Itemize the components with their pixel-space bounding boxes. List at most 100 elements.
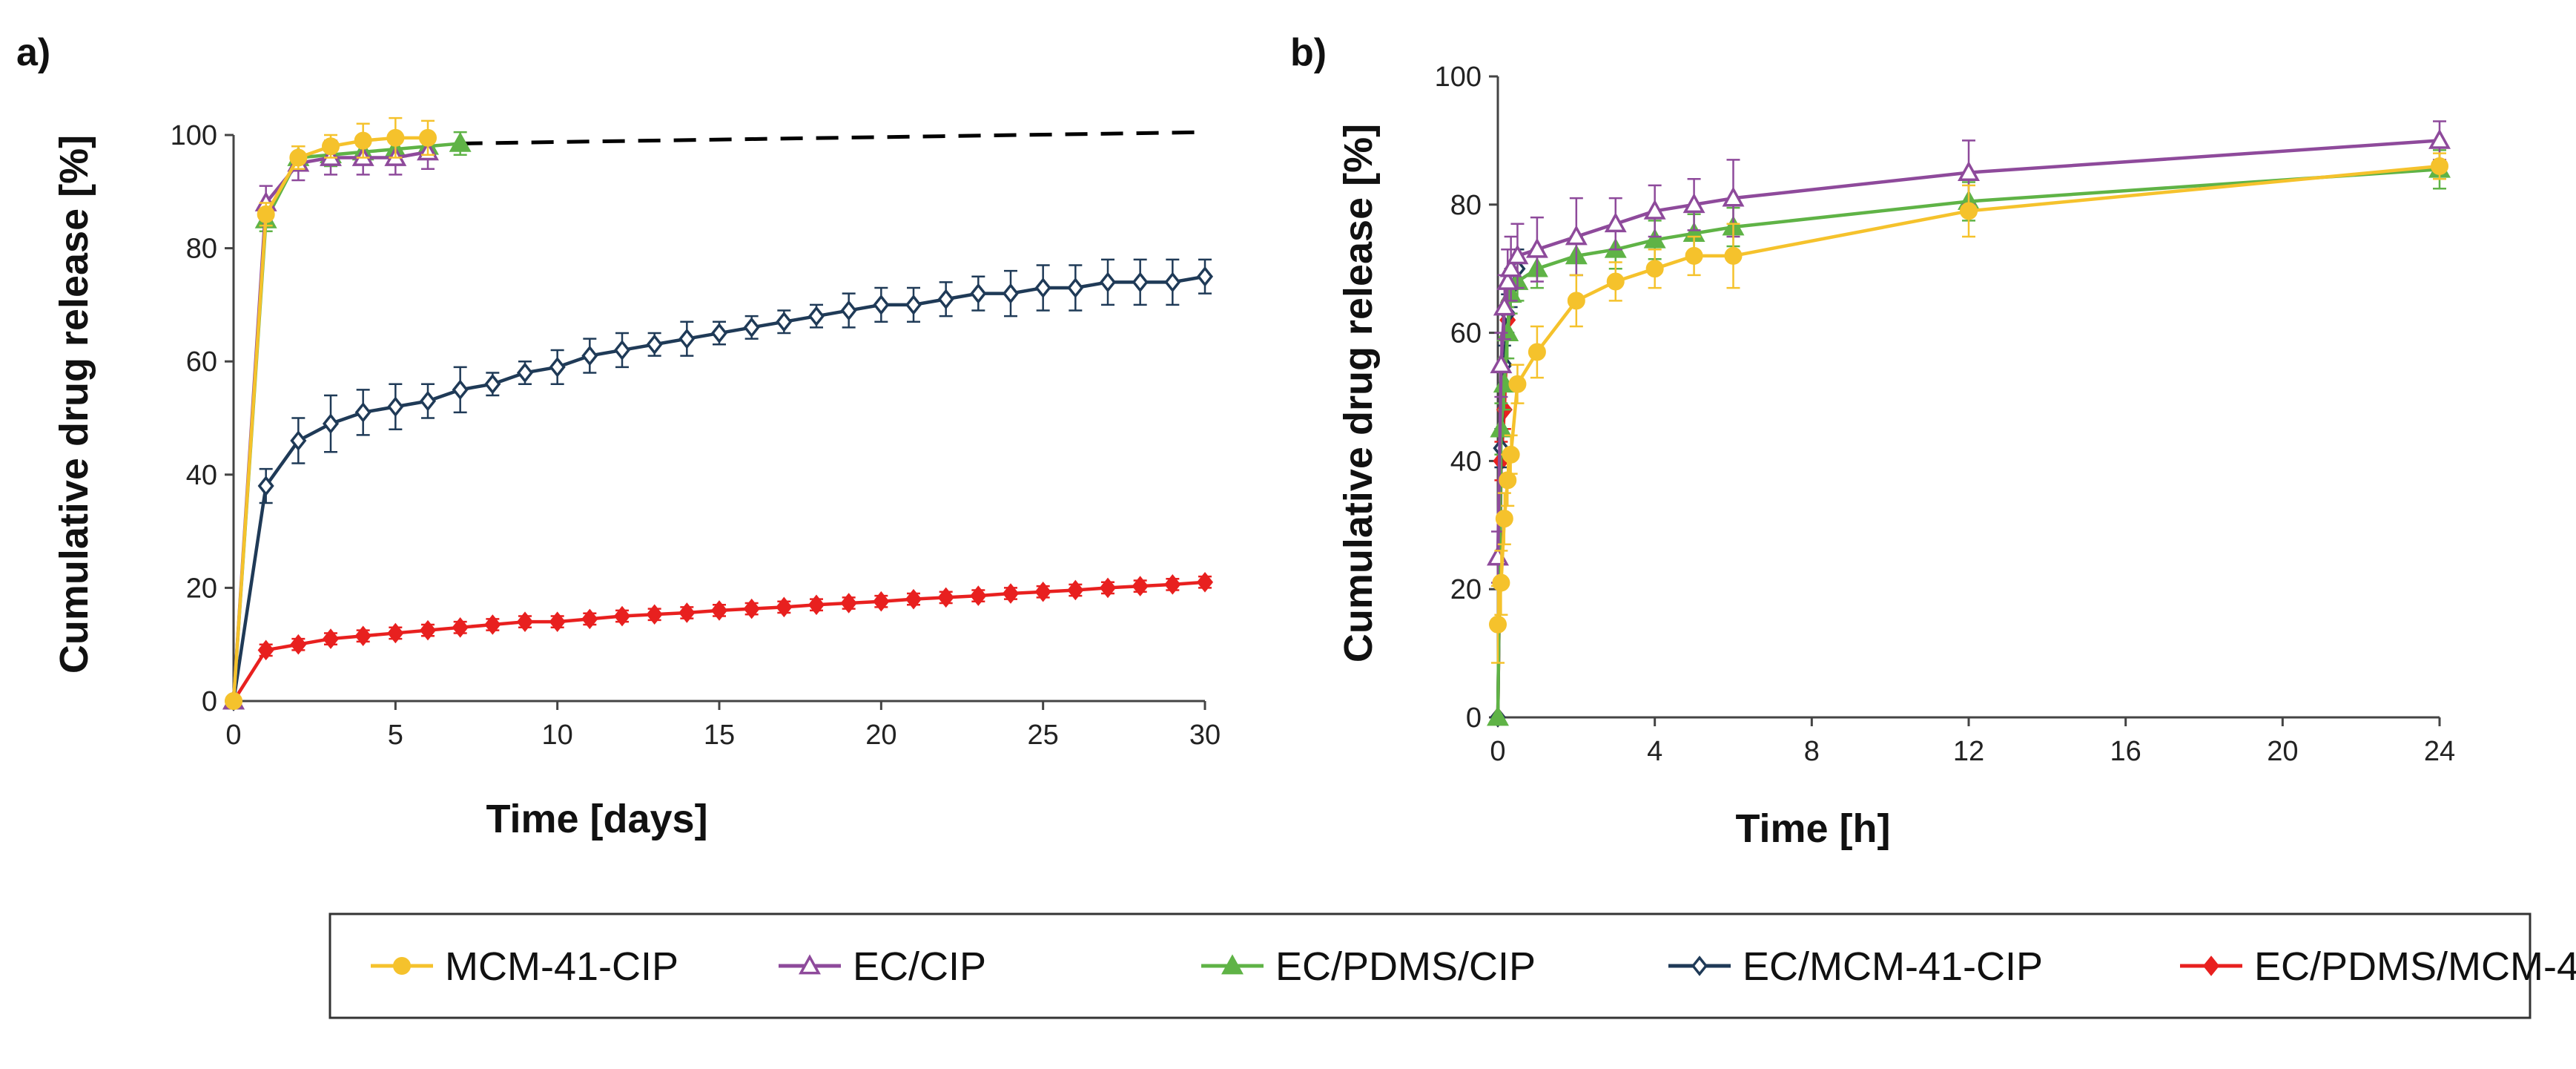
a-data-point-ec-mcm-41-cip xyxy=(937,289,954,310)
panel-b-plot-area xyxy=(1487,120,2451,728)
a-data-point-mcm-41-cip xyxy=(322,137,340,156)
panel-a-plot-area xyxy=(222,116,1214,711)
a-data-point-ec-mcm-41-cip xyxy=(873,295,890,315)
b-data-point-ec-cip xyxy=(1604,212,1627,233)
legend-label: EC/PDMS/CIP xyxy=(1275,944,1536,989)
b-data-point-ec-cip xyxy=(1682,193,1705,214)
a-data-point-ec-mcm-41-cip xyxy=(257,476,274,496)
a-data-point-ec-pdms-mcm-41-cip xyxy=(873,591,890,612)
b-data-point-mcm-41-cip xyxy=(1645,260,1664,278)
a-data-point-ec-mcm-41-cip xyxy=(1164,272,1181,293)
b-data-point-ec-cip xyxy=(1490,353,1513,374)
a-data-point-ec-pdms-mcm-41-cip xyxy=(840,593,857,614)
legend-marker-ec-mcm-41-cip xyxy=(1691,955,1708,976)
a-data-point-ec-pdms-mcm-41-cip xyxy=(1002,583,1020,604)
b-data-point-mcm-41-cip xyxy=(1528,343,1546,361)
legend-label: EC/PDMS/MCM-41-CIP xyxy=(2254,944,2576,989)
a-data-point-ec-mcm-41-cip xyxy=(354,402,371,423)
b-data-point-mcm-41-cip xyxy=(1492,573,1510,592)
b-data-point-ec-cip xyxy=(1499,257,1522,277)
legend-item-ec-cip: EC/CIP xyxy=(779,944,986,989)
legend-marker-ec-cip xyxy=(799,954,821,975)
a-data-point-ec-mcm-41-cip xyxy=(840,300,857,321)
a-data-point-ec-mcm-41-cip xyxy=(743,317,760,338)
b-data-point-mcm-41-cip xyxy=(1606,272,1625,291)
a-data-point-ec-mcm-41-cip xyxy=(1002,283,1020,304)
b-series-mcm-41-cip xyxy=(1489,152,2448,664)
a-data-point-ec-mcm-41-cip xyxy=(1132,272,1149,293)
b-y-tick-label: 60 xyxy=(1450,318,1482,349)
a-data-point-ec-mcm-41-cip xyxy=(905,295,922,315)
legend-item-ec-pdms-mcm-41-cip: EC/PDMS/MCM-41-CIP xyxy=(2180,944,2576,989)
legend-label: EC/MCM-41-CIP xyxy=(1743,944,2043,989)
b-data-point-ec-cip xyxy=(1496,269,1519,290)
a-x-tick-label: 0 xyxy=(225,720,241,751)
panel-a-axes: 0 20 40 60 80 100 0 5 10 15 20 25 30 xyxy=(171,120,1221,751)
a-data-point-ec-mcm-41-cip xyxy=(1196,266,1214,287)
a-y-tick-label: 40 xyxy=(186,460,217,491)
a-data-point-ec-mcm-41-cip xyxy=(808,306,825,326)
a-series-ec-pdms-mcm-41-cip xyxy=(225,571,1214,711)
panel-b-chart: b) Cumulative drug release [%] Time [h] … xyxy=(1290,31,2455,851)
b-data-point-ec-cip xyxy=(1958,160,1980,181)
a-data-point-ec-pdms-mcm-41-cip xyxy=(484,614,501,635)
legend-label: EC/CIP xyxy=(853,944,986,989)
a-data-point-ec-mcm-41-cip xyxy=(484,373,501,395)
b-data-point-mcm-41-cip xyxy=(1495,510,1513,528)
a-data-point-ec-mcm-41-cip xyxy=(678,328,696,349)
a-data-point-ec-mcm-41-cip xyxy=(1067,277,1084,298)
a-data-point-ec-mcm-41-cip xyxy=(452,379,469,401)
a-data-point-ec-pdms-mcm-41-cip xyxy=(678,602,696,623)
a-data-point-mcm-41-cip xyxy=(289,148,308,167)
a-data-point-ec-pdms-mcm-41-cip xyxy=(581,608,598,630)
b-series-line-ec-pdms-cip xyxy=(1496,168,2440,718)
a-data-point-ec-mcm-41-cip xyxy=(710,323,728,343)
a-data-point-ec-pdms-mcm-41-cip xyxy=(937,587,954,608)
a-data-point-ec-pdms-mcm-41-cip xyxy=(710,600,728,621)
a-data-point-ec-mcm-41-cip xyxy=(970,283,987,304)
a-data-point-ec-pdms-mcm-41-cip xyxy=(1164,574,1181,595)
a-x-tick-label: 5 xyxy=(388,720,403,751)
b-data-point-ec-cip xyxy=(1525,237,1548,258)
b-series-ec-cip xyxy=(1487,120,2451,584)
a-x-tick-label: 25 xyxy=(1028,720,1059,751)
b-data-point-mcm-41-cip xyxy=(1489,615,1507,634)
b-x-tick-label: 16 xyxy=(2110,736,2141,767)
a-data-point-mcm-41-cip xyxy=(419,128,437,147)
a-data-point-ec-mcm-41-cip xyxy=(646,334,663,355)
b-data-point-ec-cip xyxy=(1722,186,1745,207)
b-data-point-mcm-41-cip xyxy=(1724,246,1743,265)
a-series-mcm-41-cip xyxy=(225,116,437,710)
panel-a-label: a) xyxy=(16,31,50,74)
b-x-tick-label: 20 xyxy=(2267,736,2298,767)
a-data-point-ec-pdms-mcm-41-cip xyxy=(905,588,922,610)
a-y-tick-label: 100 xyxy=(171,120,217,151)
b-data-point-mcm-41-cip xyxy=(1960,202,1978,220)
a-data-point-ec-mcm-41-cip xyxy=(1099,272,1117,293)
b-data-point-mcm-41-cip xyxy=(1502,445,1520,464)
legend: MCM-41-CIP EC/CIP EC/PDMS/CIP EC/MCM-41-CIP… xyxy=(328,912,2576,1019)
a-data-point-ec-pdms-cip xyxy=(449,131,472,152)
a-data-point-ec-mcm-41-cip xyxy=(549,357,566,378)
b-data-point-ec-cip xyxy=(1493,295,1516,316)
b-data-point-ec-cip xyxy=(2428,128,2451,149)
a-data-point-ec-pdms-mcm-41-cip xyxy=(743,598,760,619)
legend-marker-ec-pdms-mcm-41-cip xyxy=(2202,955,2220,976)
a-x-tick-label: 20 xyxy=(865,720,896,751)
b-data-point-ec-cip xyxy=(1643,199,1666,220)
a-x-tick-label: 30 xyxy=(1189,720,1221,751)
a-series-line-ec-pdms-mcm-41-cip xyxy=(232,580,1206,703)
a-data-point-ec-pdms-mcm-41-cip xyxy=(1196,571,1214,593)
b-x-tick-label: 12 xyxy=(1953,736,1984,767)
a-data-point-ec-pdms-mcm-41-cip xyxy=(290,634,307,655)
a-data-point-ec-pdms-mcm-41-cip xyxy=(613,605,631,627)
b-x-tick-label: 4 xyxy=(1647,736,1662,767)
a-data-point-ec-pdms-mcm-41-cip xyxy=(1132,576,1149,596)
b-x-tick-label: 8 xyxy=(1804,736,1820,767)
b-data-point-mcm-41-cip xyxy=(1567,292,1585,310)
b-y-tick-label: 80 xyxy=(1450,190,1482,221)
b-data-point-ec-cip xyxy=(1565,225,1588,246)
a-y-tick-label: 60 xyxy=(186,346,217,378)
legend-marker-mcm-41-cip xyxy=(393,957,411,975)
